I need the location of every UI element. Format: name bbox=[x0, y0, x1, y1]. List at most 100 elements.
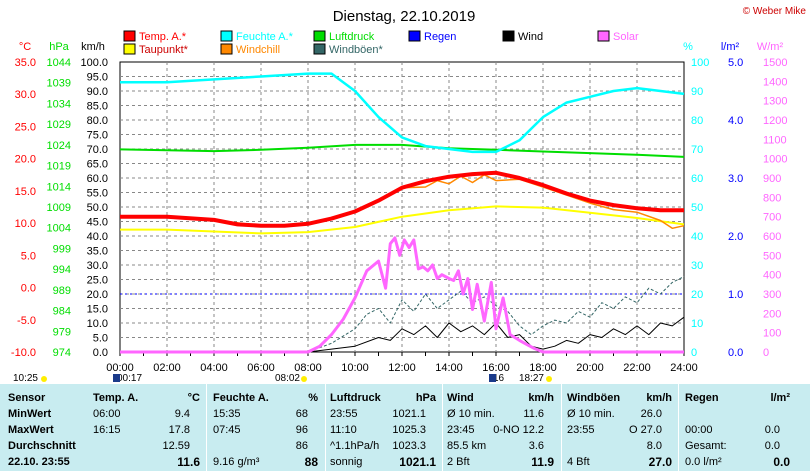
pressure-tick-label: 1024 bbox=[47, 140, 71, 152]
stats-cell: 1025.3 bbox=[392, 424, 426, 436]
stats-cell: Regen bbox=[685, 392, 719, 404]
solar-tick-label: 800 bbox=[763, 192, 781, 204]
stats-cell: 0.0 bbox=[764, 440, 780, 452]
wind-tick-label: 55.0 bbox=[87, 188, 108, 200]
humidity-tick-label: 0 bbox=[691, 347, 697, 359]
legend-swatch bbox=[220, 43, 233, 55]
legend-label: Windchill bbox=[236, 44, 280, 56]
stats-cell: MaxWert bbox=[8, 424, 54, 436]
temp-tick-label: 5.0 bbox=[21, 250, 36, 262]
legend-swatch bbox=[313, 43, 326, 55]
pressure-tick-label: 1019 bbox=[47, 161, 71, 173]
time-marker-label: 10:25 bbox=[13, 373, 38, 384]
humidity-tick-label: 10 bbox=[691, 318, 703, 330]
rain-tick-label: 3.0 bbox=[728, 173, 743, 185]
x-tick-label: 20:00 bbox=[576, 362, 604, 374]
x-tick-label: 02:00 bbox=[153, 362, 181, 374]
stats-cell: Ø 10 min. bbox=[567, 408, 615, 420]
stats-cell: 11.9 bbox=[531, 455, 554, 469]
stats-cell: 12.59 bbox=[162, 440, 190, 452]
legend-swatch bbox=[123, 43, 136, 55]
legend-swatch bbox=[408, 30, 421, 42]
wind-tick-label: 0.0 bbox=[93, 347, 108, 359]
legend-swatch bbox=[597, 30, 610, 42]
stats-cell: Gesamt: bbox=[685, 440, 727, 452]
stats-cell: hPa bbox=[415, 392, 436, 404]
solar-tick-label: 600 bbox=[763, 231, 781, 243]
pressure-tick-label: 1029 bbox=[47, 119, 71, 131]
rain-tick-label: 0.0 bbox=[728, 347, 743, 359]
legend-label: Solar bbox=[613, 31, 639, 43]
pressure-tick-label: 994 bbox=[53, 264, 71, 276]
stats-cell: 0-NO 12.2 bbox=[493, 424, 544, 436]
solar-tick-label: 900 bbox=[763, 173, 781, 185]
stats-cell: 88 bbox=[304, 455, 318, 469]
wind-tick-label: 25.0 bbox=[87, 275, 108, 287]
wind-tick-label: 40.0 bbox=[87, 231, 108, 243]
stats-cell: Wind bbox=[447, 392, 474, 404]
grid-lines bbox=[120, 62, 684, 352]
temp-tick-label: 0.0 bbox=[21, 283, 36, 295]
solar-tick-label: 1200 bbox=[763, 115, 787, 127]
wind-tick-label: 90.0 bbox=[87, 86, 108, 98]
stats-cell: 1021.1 bbox=[392, 408, 426, 420]
solar-tick-label: 700 bbox=[763, 212, 781, 224]
x-tick-label: 06:00 bbox=[247, 362, 275, 374]
solar-unit-label: W/m² bbox=[757, 41, 784, 53]
wind-tick-label: 20.0 bbox=[87, 289, 108, 301]
stats-cell: 23:55 bbox=[567, 424, 595, 436]
stats-cell: 11:10 bbox=[330, 424, 357, 436]
solar-tick-label: 100 bbox=[763, 328, 781, 340]
series-line-windb-en bbox=[120, 276, 685, 353]
legend-label: Temp. A.* bbox=[139, 31, 187, 43]
humidity-tick-label: 50 bbox=[691, 202, 703, 214]
rain-tick-label: 1.0 bbox=[728, 289, 743, 301]
stats-cell: 9.4 bbox=[174, 408, 190, 420]
stats-cell: km/h bbox=[646, 392, 672, 404]
wind-tick-label: 45.0 bbox=[87, 217, 108, 229]
column-separator bbox=[442, 384, 443, 471]
humidity-tick-label: 80 bbox=[691, 115, 703, 127]
stats-cell: 1023.3 bbox=[392, 440, 426, 452]
solar-tick-label: 500 bbox=[763, 250, 781, 262]
stats-cell: 0.0 l/m² bbox=[685, 456, 722, 468]
column-separator bbox=[325, 384, 326, 471]
pressure-tick-label: 1014 bbox=[47, 181, 71, 193]
rain-tick-label: 2.0 bbox=[728, 231, 743, 243]
legend-label: Taupunkt* bbox=[139, 44, 189, 56]
temp-tick-label: 20.0 bbox=[15, 154, 36, 166]
rain-unit-label: l/m² bbox=[721, 41, 740, 53]
humidity-tick-label: 30 bbox=[691, 260, 703, 272]
stats-cell: % bbox=[308, 392, 318, 404]
wind-tick-label: 70.0 bbox=[87, 144, 108, 156]
wind-tick-label: 85.0 bbox=[87, 101, 108, 113]
moon-marker-icon bbox=[113, 374, 120, 382]
pressure-tick-label: 1009 bbox=[47, 202, 71, 214]
stats-cell: km/h bbox=[528, 392, 554, 404]
stats-cell: l/m² bbox=[770, 392, 790, 404]
stats-cell: 9.16 g/m³ bbox=[213, 456, 260, 468]
pressure-tick-label: 999 bbox=[53, 243, 71, 255]
pressure-tick-label: 1034 bbox=[47, 98, 71, 110]
chart-legend: Temp. A.* Feuchte A.* Luftdruck Regen Wind So… bbox=[123, 30, 639, 56]
axes: 35.0 30.0 25.0 20.0 15.0 10.0 5.0 0.0 -5.0 -10.0 1… bbox=[11, 57, 788, 374]
x-tick-label: 04:00 bbox=[200, 362, 228, 374]
pressure-tick-label: 1004 bbox=[47, 223, 71, 235]
x-tick-label: 16:00 bbox=[482, 362, 510, 374]
humidity-tick-label: 20 bbox=[691, 289, 703, 301]
wind-tick-label: 35.0 bbox=[87, 246, 108, 258]
wind-tick-label: 75.0 bbox=[87, 130, 108, 142]
stats-cell: Sensor bbox=[8, 392, 46, 404]
series-line-feuchte-a bbox=[120, 72, 685, 154]
weather-chart: Dienstag, 22.10.2019 © Weber Mike Temp. … bbox=[11, 6, 807, 384]
stats-cell: 26.0 bbox=[640, 408, 662, 420]
x-tick-label: 00:00 bbox=[106, 362, 134, 374]
statistics-table: Sensor Temp. A. °C Feuchte A.% Luftdruck hPa W… bbox=[0, 384, 810, 471]
temp-unit-label: °C bbox=[19, 41, 31, 53]
time-markers: 10:25 00:17 08:02 16 18:27 bbox=[13, 373, 552, 384]
stats-cell: 16:15 bbox=[93, 424, 121, 436]
stats-cell: 96 bbox=[295, 424, 308, 436]
legend-swatch bbox=[502, 30, 515, 42]
temp-tick-label: 15.0 bbox=[15, 186, 36, 198]
stats-cell: Luftdruck bbox=[330, 392, 381, 404]
